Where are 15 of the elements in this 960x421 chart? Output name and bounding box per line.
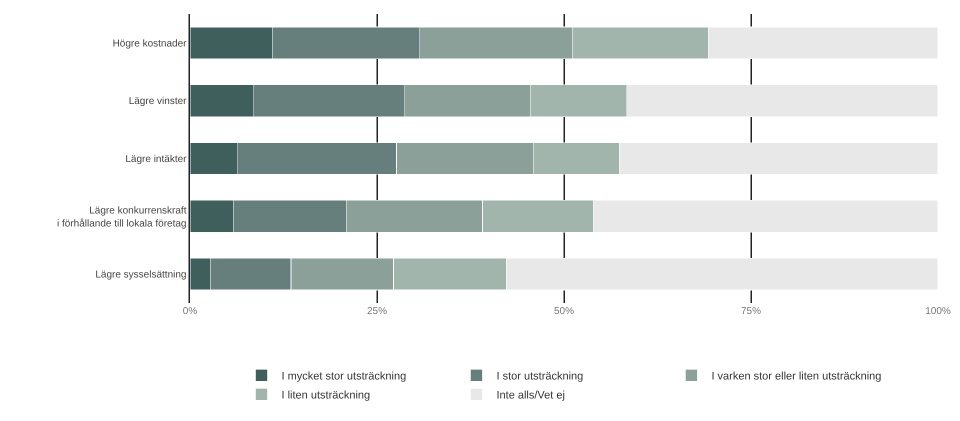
y-tick-label: Lägre konkurrenskraft i förhållande till lokala företag [56, 205, 187, 230]
y-tick-label: Högre kostnader [112, 38, 188, 50]
legend-label: Inte alls/Vet ej [496, 390, 565, 402]
x-tick-label: 50% [554, 306, 574, 317]
legend-label: I mycket stor utsträckning [282, 370, 406, 383]
x-tick-label: 100% [925, 306, 951, 317]
x-tick-label: 25% [366, 306, 388, 317]
x-tick-label: 75% [740, 306, 762, 317]
y-tick-label: Lägre intäkter [125, 154, 188, 165]
y-tick-label: Lägre vinster [128, 96, 188, 108]
legend-label: I liten utsträckning [282, 390, 370, 402]
x-tick-label: 0% [182, 306, 198, 317]
legend-label: I stor utsträckning [496, 370, 584, 383]
legend-label: I varken stor eller liten utsträckning [711, 370, 882, 383]
y-tick-label: Lägre sysselsättning [95, 270, 186, 281]
